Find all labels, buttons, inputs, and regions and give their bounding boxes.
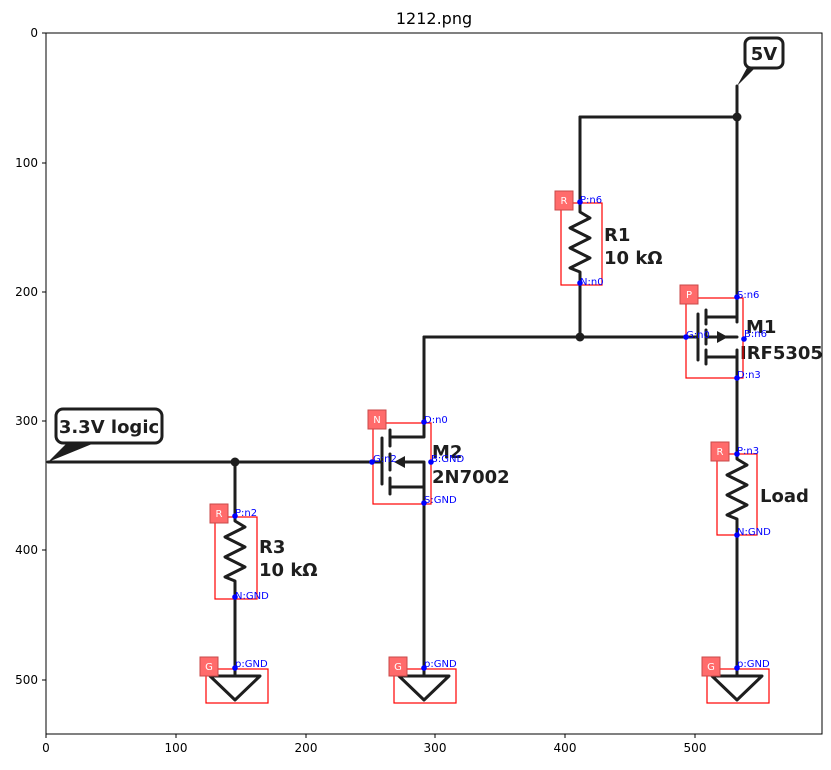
y-tick-label: 400 (15, 543, 38, 557)
pin-label-m2-d: D:n0 (424, 415, 448, 426)
pin-label-load-n: N:GND (737, 527, 771, 538)
x-tick-label: 100 (165, 741, 188, 755)
m2-part: 2N7002 (432, 467, 510, 488)
pin-label-m2-s: S:GND (424, 495, 457, 506)
supply-label: 5V (751, 44, 778, 65)
mosfet-m2: M2 2N7002 (380, 423, 510, 496)
y-tick-label: 500 (15, 673, 38, 687)
tag-load (710, 441, 730, 462)
x-tick-label: 0 (42, 741, 50, 755)
tag-m2-text: N (373, 415, 380, 426)
pin-dot (232, 665, 238, 671)
pin-label-m1-g: G:n0 (686, 330, 710, 341)
r3-name: R3 (259, 537, 285, 558)
y-tick-label: 0 (30, 26, 38, 40)
pin-label-r1-p: P:n6 (580, 195, 602, 206)
tag-m2 (367, 409, 387, 430)
pin-label-m1-d: D:n3 (737, 370, 761, 381)
pin-label-g1: p:GND (235, 659, 268, 670)
y-axis: 0 100 200 300 400 500 (15, 26, 46, 687)
tag-r1 (554, 190, 574, 211)
junction-dot (732, 112, 742, 122)
pin-dot (421, 419, 427, 425)
tag-g2-text: G (394, 662, 402, 673)
wires (46, 84, 739, 677)
m1-name: M1 (746, 317, 776, 338)
pin-label-r1-n: N:n0 (580, 277, 604, 288)
resistor-load: Load (725, 450, 809, 527)
resistor-r1: R1 10 kΩ (568, 203, 663, 280)
ground-symbol (397, 674, 451, 702)
pin-dots (232, 199, 747, 671)
pin-dot (421, 500, 427, 506)
tag-r1-text: R (561, 196, 568, 207)
tag-m1 (679, 284, 699, 305)
axes-frame (45, 32, 823, 735)
r1-value: 10 kΩ (604, 248, 663, 269)
type-tags: R P N R R G G G (199, 190, 730, 677)
pin-label-r3-p: P:n2 (235, 508, 257, 519)
junction-dot (230, 457, 240, 467)
pin-dot (734, 451, 740, 457)
pin-dot (577, 199, 583, 205)
pin-label-load-p: P:n3 (737, 446, 759, 457)
pin-label-g3: p:GND (737, 659, 770, 670)
tag-g3 (701, 656, 721, 677)
pin-dot (734, 375, 740, 381)
pin-label-r3-n: N:GND (235, 591, 269, 602)
figure-title: 1212.png (396, 9, 472, 28)
tag-r3-text: R (216, 509, 223, 520)
pin-dot (577, 280, 583, 286)
pin-dot (741, 336, 747, 342)
junction-dot (575, 332, 585, 342)
pin-label-m2-b: B:GND (431, 454, 464, 465)
supply-callout: 5V (737, 36, 785, 86)
tag-load-text: R (717, 447, 724, 458)
x-tick-label: 500 (684, 741, 707, 755)
tag-g1-text: G (205, 662, 213, 673)
pin-dot (734, 532, 740, 538)
input-label: 3.3V logic (59, 417, 159, 438)
mosfet-m1: M1 IRF5305 (688, 308, 823, 366)
pin-dot (734, 665, 740, 671)
ground-symbol (208, 674, 262, 702)
load-name: Load (760, 486, 809, 507)
x-tick-label: 300 (424, 741, 447, 755)
y-tick-label: 300 (15, 414, 38, 428)
m2-name: M2 (432, 442, 462, 463)
pin-dot (232, 594, 238, 600)
pin-dot (734, 294, 740, 300)
tag-m1-text: P (686, 290, 692, 301)
x-axis: 0 100 200 300 400 500 (42, 734, 706, 755)
pin-dot (369, 459, 375, 465)
pin-label-m1-b: B:n6 (744, 329, 767, 340)
r1-name: R1 (604, 225, 630, 246)
tag-r3 (209, 503, 229, 524)
r3-value: 10 kΩ (259, 560, 318, 581)
x-tick-label: 400 (554, 741, 577, 755)
pin-label-m2-g: G:n2 (373, 454, 397, 465)
schematic-image: 5V 3.3V logic R1 10 kΩ M1 IRF5305 (46, 33, 823, 734)
pin-dot (421, 665, 427, 671)
tag-g3-text: G (707, 662, 715, 673)
y-tick-label: 100 (15, 156, 38, 170)
pin-label-g2: p:GND (424, 659, 457, 670)
pin-dot (232, 513, 238, 519)
resistor-r3: R3 10 kΩ (223, 512, 318, 589)
pin-label-m1-s: S:n6 (737, 290, 759, 301)
tag-g2 (388, 656, 408, 677)
input-callout: 3.3V logic (48, 407, 164, 462)
pin-dot (683, 334, 689, 340)
pin-dot (428, 459, 434, 465)
m1-part: IRF5305 (740, 343, 823, 364)
ground-symbol (710, 674, 764, 702)
x-tick-label: 200 (295, 741, 318, 755)
pin-labels: P:n6 N:n0 S:n6 G:n0 B:n6 D:n3 D:n0 G:n2 … (235, 195, 771, 670)
y-tick-label: 200 (15, 285, 38, 299)
tag-g1 (199, 656, 219, 677)
